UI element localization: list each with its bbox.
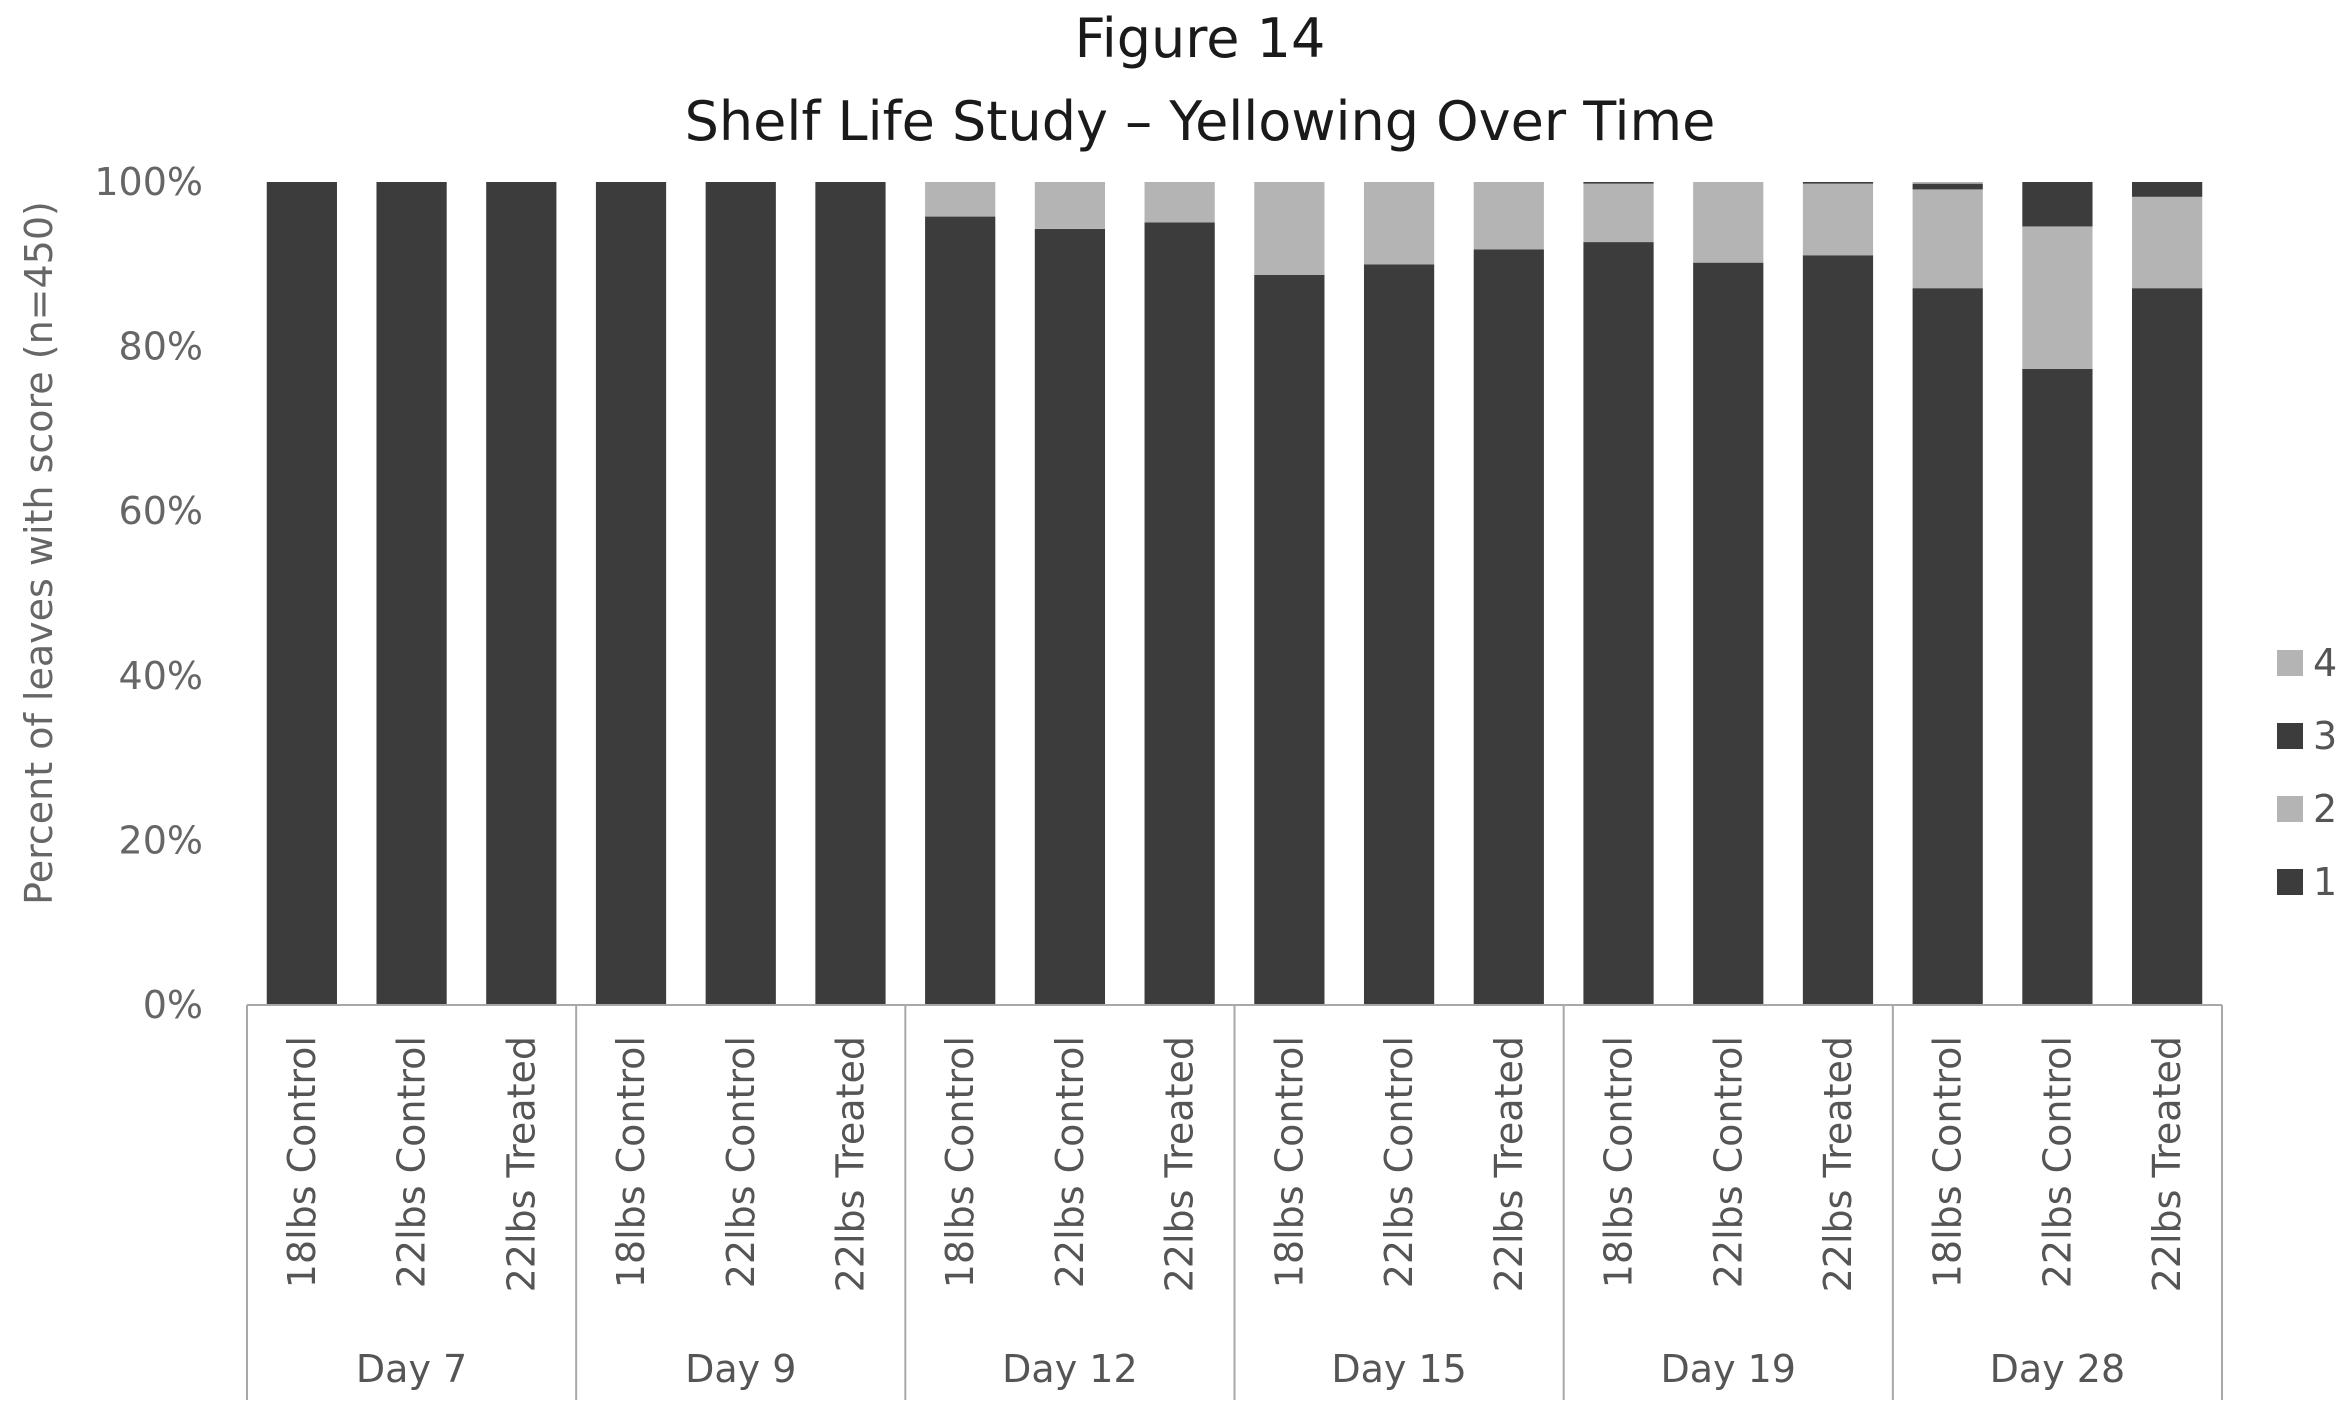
bar-segment-score-3 (1583, 182, 1654, 184)
x-group-label: Day 9 (685, 1347, 796, 1391)
bar-segment-score-1 (1802, 255, 1874, 1005)
bar-segment-score-1 (1034, 228, 1106, 1005)
y-axis-ticks: 0% 20% 40% 60% 80% 100% (94, 160, 203, 1027)
y-tick-label: 100% (94, 160, 203, 204)
bar-segment-score-2 (1144, 182, 1215, 223)
bar-segment-score-1 (1912, 288, 1983, 1005)
x-category-label: 22lbs Treated (1158, 1036, 1202, 1292)
bar-segment-score-3 (1912, 183, 1983, 190)
bar-segment-score-2 (1583, 183, 1654, 243)
x-category-label: 22lbs Treated (1487, 1036, 1531, 1292)
y-tick-label: 0% (143, 983, 203, 1027)
x-category-label: 18lbs Control (938, 1036, 982, 1288)
x-category-label: 22lbs Treated (499, 1036, 543, 1292)
legend-swatch (2277, 723, 2303, 749)
bar-segment-score-1 (925, 216, 996, 1006)
bar-segment-score-2 (1473, 182, 1544, 250)
bar-segment-score-2 (1912, 189, 1983, 289)
bar-segment-score-3 (2022, 182, 2093, 227)
bar-segment-score-4 (1912, 182, 1983, 184)
legend-label: 2 (2313, 787, 2337, 831)
bar-segment-score-3 (1802, 182, 1874, 184)
legend-label: 4 (2313, 641, 2337, 685)
bar-segment-score-2 (1802, 183, 1874, 256)
bar-segment-score-2 (1034, 182, 1106, 229)
legend-swatch (2277, 796, 2303, 822)
x-category-label: 18lbs Control (1597, 1036, 1641, 1288)
legend: 4 3 2 1 (2277, 641, 2337, 904)
x-axis: 18lbs Control 22lbs Control 22lbs Treated 1… (246, 1004, 2223, 1400)
chart-title: Figure 14 (1075, 7, 1326, 70)
x-category-label: 22lbs Control (1048, 1036, 1092, 1288)
x-category-label: 18lbs Control (1926, 1036, 1970, 1288)
bar-segment-score-1 (376, 182, 447, 1005)
x-category-label: 18lbs Control (609, 1036, 653, 1288)
bar-segment-score-1 (1583, 242, 1654, 1006)
x-group-label: Day 15 (1331, 1347, 1466, 1391)
x-category-label: 22lbs Treated (828, 1036, 872, 1292)
x-group-label: Day 28 (1990, 1347, 2125, 1391)
bar-segment-score-2 (1363, 182, 1435, 265)
bar-segment-score-1 (2132, 288, 2203, 1005)
legend-swatch (2277, 650, 2303, 676)
x-category-label: 22lbs Control (719, 1036, 763, 1288)
bar-segment-score-1 (815, 182, 886, 1005)
bar-segment-score-1 (2022, 368, 2093, 1005)
bar-segment-score-1 (486, 182, 557, 1005)
bar-segment-score-1 (266, 182, 337, 1005)
y-tick-label: 60% (119, 489, 203, 533)
y-tick-label: 40% (119, 654, 203, 698)
y-axis-label: Percent of leaves with score (n=450) (17, 201, 61, 905)
legend-label: 1 (2313, 860, 2337, 904)
bar-segment-score-1 (595, 182, 667, 1005)
x-category-label: 22lbs Control (390, 1036, 434, 1288)
x-category-label: 22lbs Control (2035, 1036, 2079, 1288)
bar-segment-score-2 (2132, 196, 2203, 289)
y-tick-label: 80% (119, 325, 203, 369)
bar-segment-score-1 (1254, 274, 1325, 1005)
bar-stacks (266, 182, 2203, 1006)
y-tick-label: 20% (119, 818, 203, 862)
bar-segment-score-3 (2132, 182, 2203, 197)
bar-segment-score-1 (1363, 264, 1435, 1005)
x-category-label: 22lbs Control (1706, 1036, 1750, 1288)
bar-segment-score-1 (1144, 222, 1215, 1005)
x-group-label: Day 12 (1002, 1347, 1137, 1391)
x-category-label: 22lbs Treated (2145, 1036, 2189, 1292)
bar-segment-score-2 (925, 182, 996, 217)
bar-segment-score-2 (1254, 182, 1325, 275)
x-category-label: 22lbs Treated (1816, 1036, 1860, 1292)
bar-segment-score-2 (2022, 226, 2093, 369)
bar-segment-score-1 (1693, 262, 1764, 1005)
x-category-label: 18lbs Control (1267, 1036, 1311, 1288)
bar-segment-score-1 (1473, 249, 1544, 1006)
chart-subtitle: Shelf Life Study – Yellowing Over Time (685, 90, 1716, 153)
bar-segment-score-1 (705, 182, 776, 1005)
x-category-label: 18lbs Control (280, 1036, 324, 1288)
x-category-label: 22lbs Control (1377, 1036, 1421, 1288)
legend-swatch (2277, 869, 2303, 895)
legend-label: 3 (2313, 714, 2337, 758)
x-group-label: Day 7 (356, 1347, 467, 1391)
x-group-label: Day 19 (1661, 1347, 1796, 1391)
bar-segment-score-2 (1693, 182, 1764, 263)
